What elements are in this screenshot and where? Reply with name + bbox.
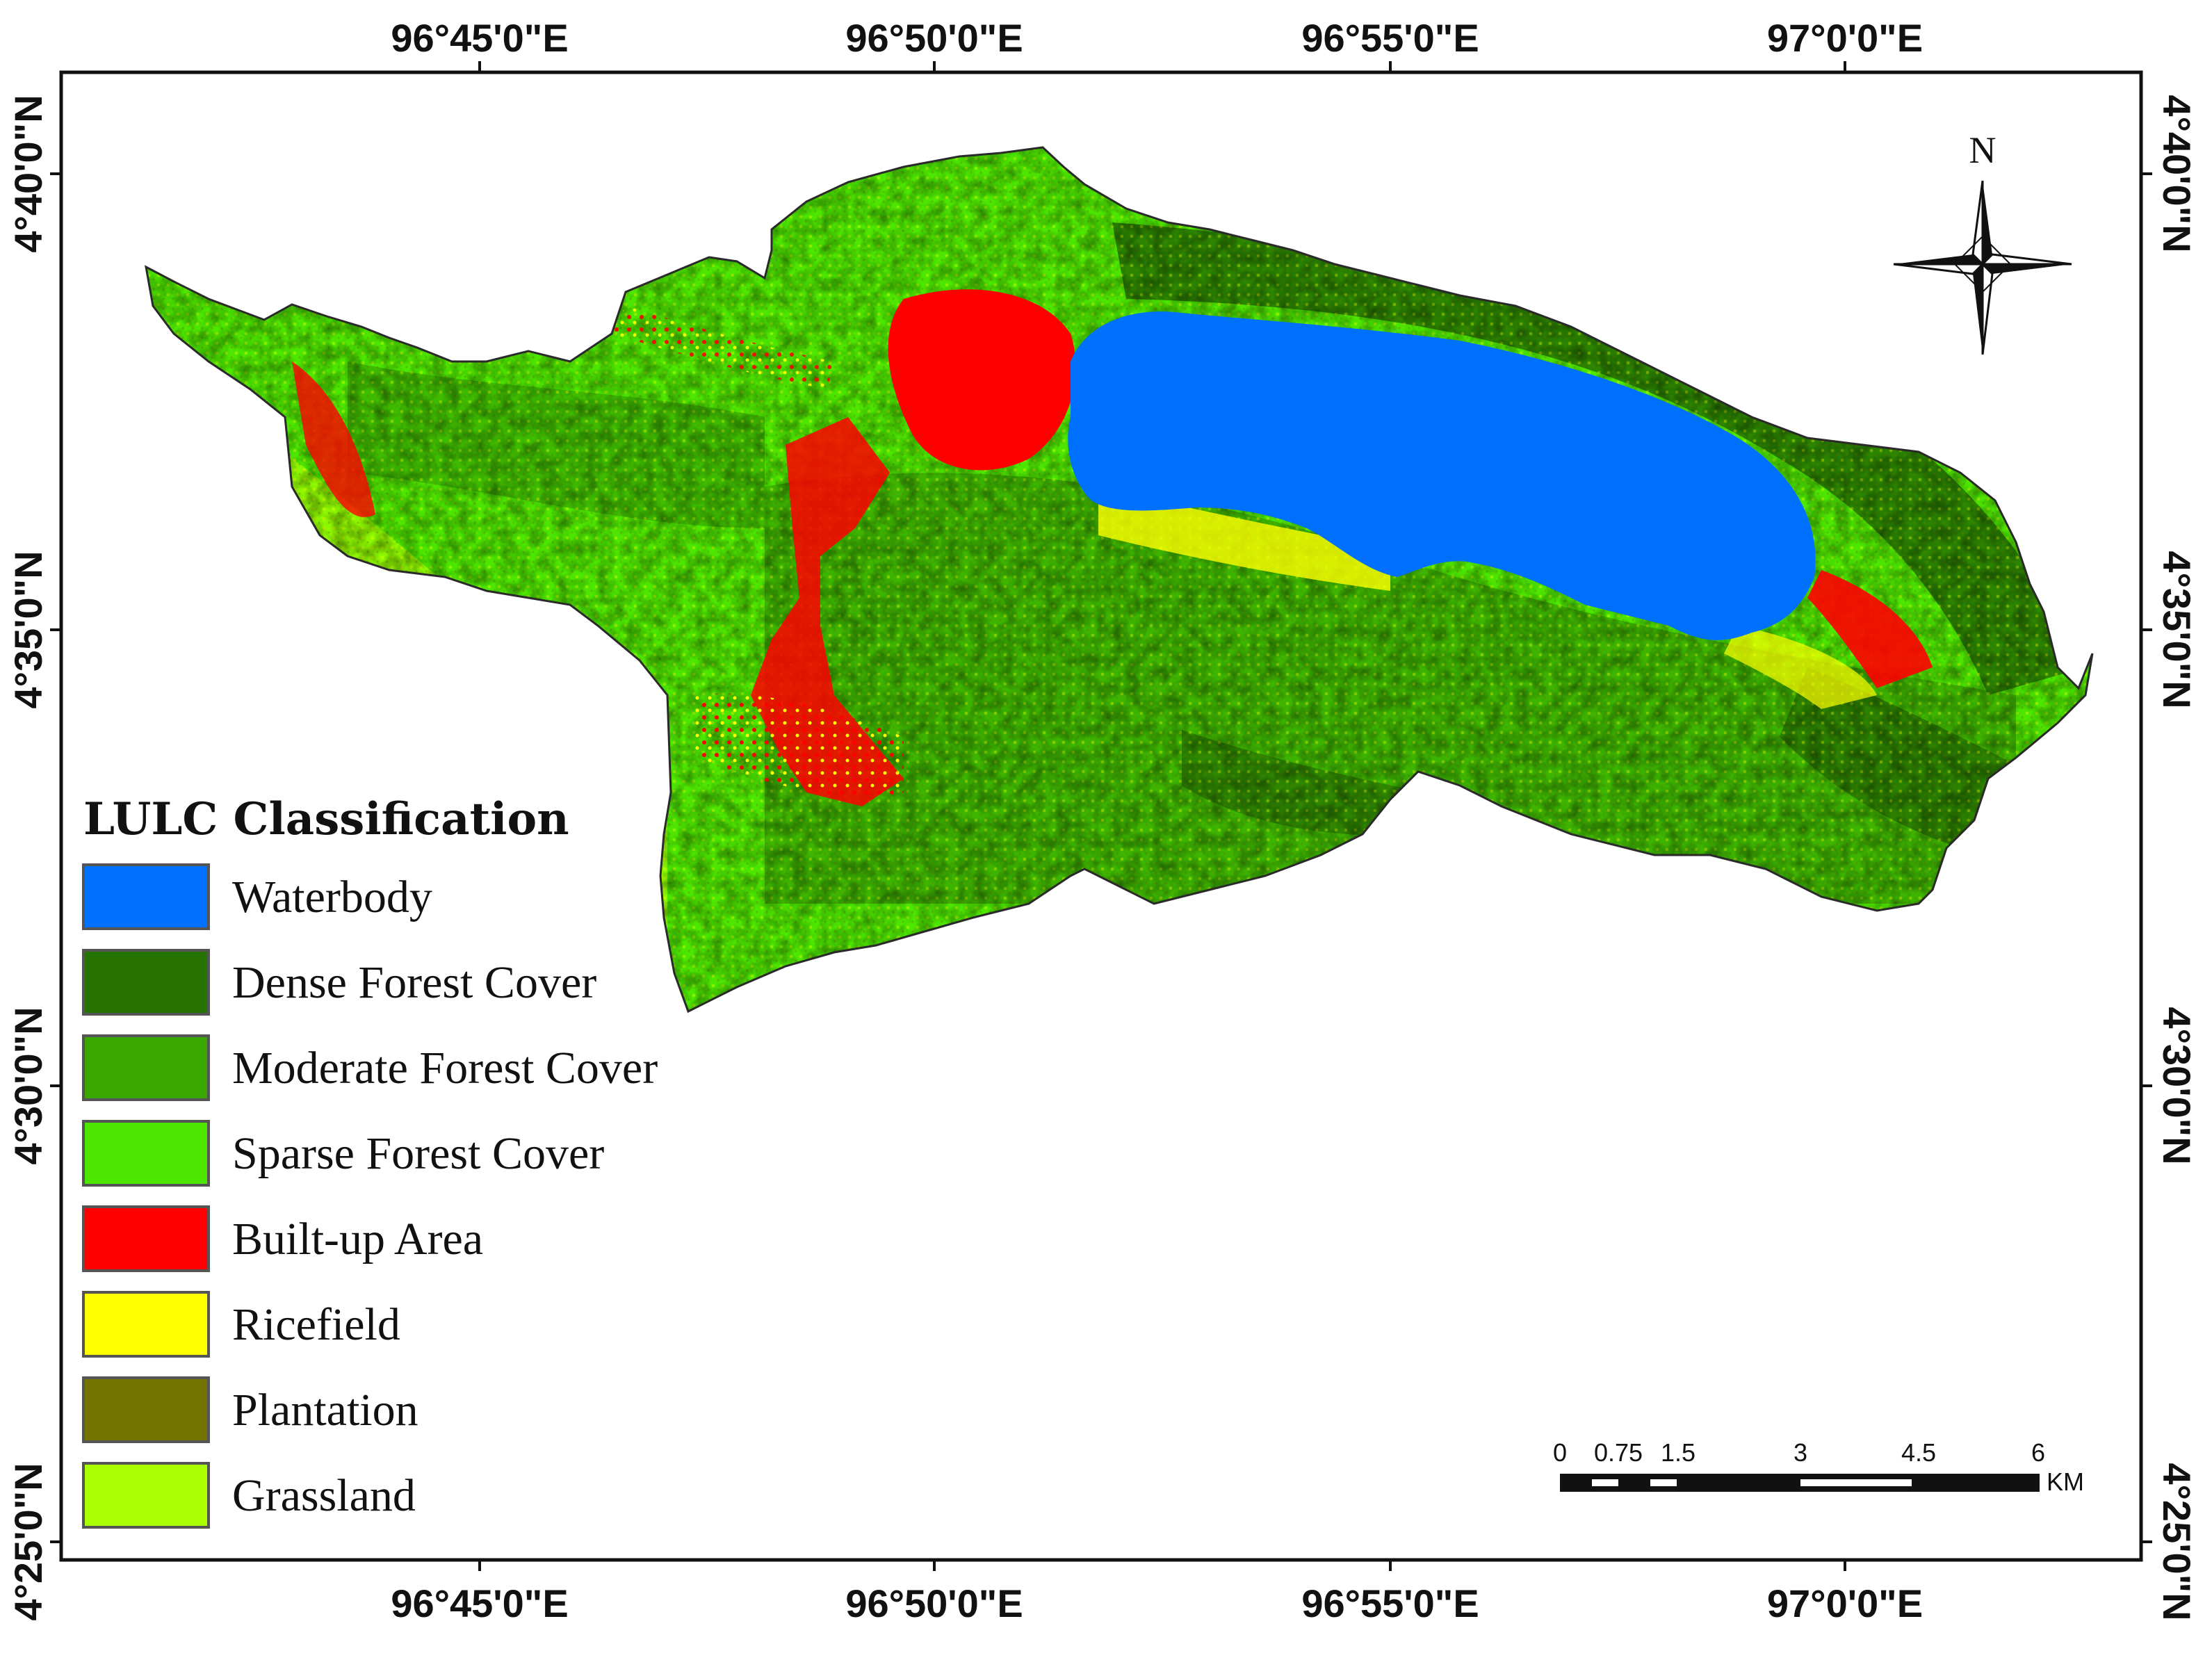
left-lat-label: 4°30'0"N [6, 1007, 50, 1164]
left-lat-label: 4°35'0"N [6, 551, 50, 708]
legend-swatch [82, 863, 210, 930]
scale-bar-segment [1592, 1479, 1618, 1486]
legend-item: Grassland [82, 1462, 416, 1529]
scale-tick-label: 6 [2031, 1438, 2045, 1467]
bottom-lon-label: 96°55'0"E [1301, 1581, 1479, 1625]
legend-label: Built-up Area [232, 1214, 483, 1264]
top-lon-label: 97°0'0"E [1767, 16, 1923, 60]
right-lat-label: 4°30'0"N [2155, 1007, 2199, 1164]
legend-label: Ricefield [232, 1299, 400, 1350]
scale-tick-label: 3 [1794, 1438, 1807, 1467]
scale-tick-label: 1.5 [1661, 1438, 1695, 1467]
legend-label: Grassland [232, 1470, 416, 1521]
left-lat-label: 4°25'0"N [6, 1463, 50, 1620]
legend-item: Plantation [82, 1376, 418, 1443]
scale-bar-segment [1650, 1479, 1677, 1486]
legend-item: Built-up Area [82, 1205, 483, 1272]
right-graticule-labels: 4°40'0"N 4°35'0"N 4°30'0"N 4°25'0"N [2155, 95, 2199, 1620]
legend: LULC Classification Waterbody Dense Fores… [82, 793, 658, 1529]
north-label: N [1969, 129, 1997, 171]
bottom-lon-label: 97°0'0"E [1767, 1581, 1923, 1625]
legend-swatch [82, 1205, 210, 1272]
scale-tick-label: 4.5 [1901, 1438, 1936, 1467]
left-graticule-labels: 4°40'0"N 4°35'0"N 4°30'0"N 4°25'0"N [6, 95, 50, 1620]
scale-tick-label: 0 [1553, 1438, 1567, 1467]
scale-unit-label: KM [2047, 1467, 2084, 1496]
top-lon-label: 96°55'0"E [1301, 16, 1479, 60]
scale-bar-body [1560, 1474, 2040, 1492]
legend-swatch [82, 1462, 210, 1529]
legend-item: Dense Forest Cover [82, 949, 596, 1016]
bottom-lon-label: 96°50'0"E [845, 1581, 1023, 1625]
lake-toba-waterbody [1068, 311, 1816, 640]
top-lon-label: 96°45'0"E [391, 16, 568, 60]
north-arrow: N [1893, 129, 2072, 355]
legend-label: Dense Forest Cover [232, 957, 596, 1008]
bottom-lon-label: 96°45'0"E [391, 1581, 568, 1625]
legend-swatch [82, 1034, 210, 1101]
top-lon-label: 96°50'0"E [845, 16, 1023, 60]
scale-bar: 0 0.75 1.5 3 4.5 6 KM [1553, 1438, 2084, 1496]
graticule-ticks [50, 61, 2152, 1571]
legend-swatch [82, 1376, 210, 1443]
left-lat-label: 4°40'0"N [6, 95, 50, 252]
legend-label: Waterbody [232, 872, 432, 922]
bottom-graticule-labels: 96°45'0"E 96°50'0"E 96°55'0"E 97°0'0"E [391, 1581, 1923, 1625]
legend-item: Moderate Forest Cover [82, 1034, 658, 1101]
legend-label: Moderate Forest Cover [232, 1043, 658, 1093]
scale-tick-label: 0.75 [1594, 1438, 1643, 1467]
right-lat-label: 4°40'0"N [2155, 95, 2199, 252]
right-lat-label: 4°25'0"N [2155, 1463, 2199, 1620]
legend-swatch [82, 1291, 210, 1358]
legend-label: Plantation [232, 1385, 418, 1435]
right-lat-label: 4°35'0"N [2155, 551, 2199, 708]
scale-bar-segment [1800, 1479, 1912, 1486]
legend-item: Sparse Forest Cover [82, 1120, 604, 1187]
legend-title: LULC Classification [83, 793, 569, 845]
legend-swatch [82, 1120, 210, 1187]
top-graticule-labels: 96°45'0"E 96°50'0"E 96°55'0"E 97°0'0"E [391, 16, 1923, 60]
legend-item: Waterbody [82, 863, 432, 930]
legend-item: Ricefield [82, 1291, 400, 1358]
legend-label: Sparse Forest Cover [232, 1128, 604, 1179]
compass-rose-icon [1893, 180, 2072, 355]
legend-swatch [82, 949, 210, 1016]
